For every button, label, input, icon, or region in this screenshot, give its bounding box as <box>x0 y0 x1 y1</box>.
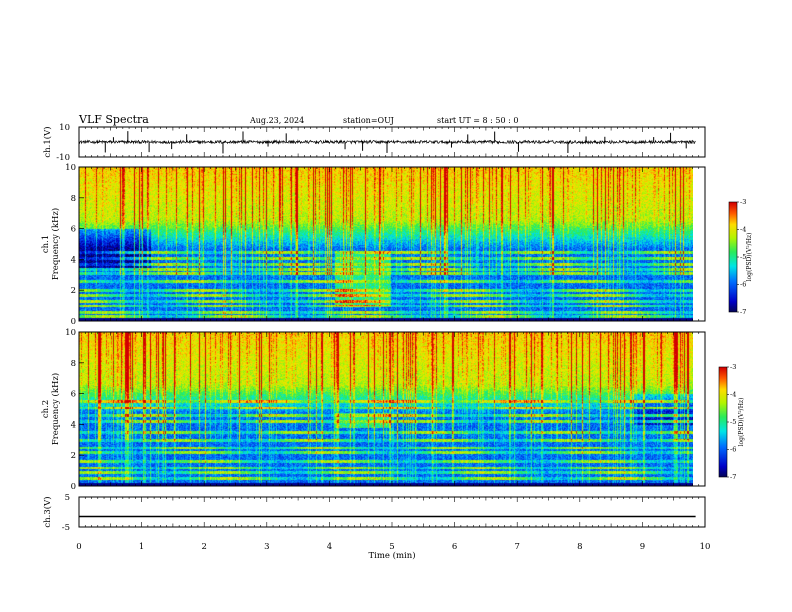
date-label: Aug.23, 2024 <box>249 116 304 125</box>
frame-minor-ticks <box>78 127 706 527</box>
figure-title: VLF Spectra <box>78 113 149 126</box>
ch1-spec-ytick-6: 6 <box>71 225 76 235</box>
time-tick-6: 6 <box>452 542 457 552</box>
ch2-spectrogram-ylabel-channel: ch.2 <box>41 400 51 418</box>
time-tick-4: 4 <box>327 542 332 552</box>
ch2-colorbar-gradient <box>719 367 727 477</box>
ch1-waveform-ylabel: ch.1(V) <box>42 126 53 157</box>
ch1-ytick-bottom: -10 <box>56 153 70 163</box>
ch2-spec-ytick-8: 8 <box>71 359 76 369</box>
time-tick-2: 2 <box>201 542 206 552</box>
ch2-cb-tick--6: -6 <box>730 446 736 454</box>
time-tick-8: 8 <box>577 542 582 552</box>
ch2-cb-tick--4: -4 <box>730 391 736 399</box>
ch1-spec-ytick-0: 0 <box>71 317 76 327</box>
time-tick-1: 1 <box>139 542 144 552</box>
ch2-spectrogram-image <box>79 332 693 486</box>
ch2-spec-ytick-6: 6 <box>71 390 76 400</box>
time-axis-label: Time (min) <box>368 550 415 561</box>
time-tick-7: 7 <box>514 542 519 552</box>
ch1-spectrogram-image <box>79 167 693 321</box>
ch2-cb-tick--5: -5 <box>730 418 736 426</box>
ch2-spectrogram-ylabel-frequency: Frequency (kHz) <box>50 373 61 445</box>
ch1-waveform-trace <box>78 139 696 145</box>
ch2-spectrogram-yticks: 0 2 4 6 8 10 <box>65 328 84 492</box>
ch2-cb-tick--7: -7 <box>730 473 736 481</box>
ch3-waveform-ylabel: ch.3(V) <box>42 496 53 527</box>
ch1-cb-tick--3: -3 <box>740 198 746 206</box>
ch2-spec-ytick-4: 4 <box>71 420 76 430</box>
ch1-colorbar-label: log(PSD)(V²/Hz) <box>746 233 753 282</box>
ch1-waveform-spikes <box>104 131 687 154</box>
ch1-colorbar-gradient <box>729 202 737 312</box>
ch1-spec-ytick-4: 4 <box>71 255 76 265</box>
time-tick-5: 5 <box>389 542 394 552</box>
start-time-label: start UT = 8 : 50 : 0 <box>437 116 518 125</box>
ch1-ytick-top: 10 <box>59 123 70 133</box>
ch3-ytick-bottom: -5 <box>62 523 70 533</box>
ch2-cb-tick--3: -3 <box>730 363 736 371</box>
ch1-cb-tick--5: -5 <box>740 253 746 261</box>
ch1-cb-tick--4: -4 <box>740 226 746 234</box>
ch3-ytick-top: 5 <box>65 493 70 503</box>
time-axis: 0 1 2 3 4 5 6 7 8 9 10 <box>76 542 710 552</box>
ch1-spec-ytick-10: 10 <box>65 163 76 173</box>
ch2-colorbar-label: log(PSD)(V²/Hz) <box>738 398 745 447</box>
ch2-spectrogram-panel: 0 2 4 6 8 10 ch.2 Frequency (kHz) <box>41 328 706 492</box>
ch1-spectrogram-ylabel-channel: ch.1 <box>41 235 51 253</box>
ch1-spec-ytick-8: 8 <box>71 194 76 204</box>
time-tick-0: 0 <box>76 542 81 552</box>
time-tick-10: 10 <box>700 542 711 552</box>
ch2-colorbar: -3 -4 -5 -6 -7 log(PSD)(V²/Hz) <box>718 363 745 481</box>
time-tick-3: 3 <box>264 542 269 552</box>
ch1-spectrogram-panel: 0 2 4 6 8 10 ch.1 Frequency (kHz) <box>41 163 706 327</box>
ch2-spec-ytick-0: 0 <box>71 482 76 492</box>
ch1-spectrogram-ylabel-frequency: Frequency (kHz) <box>50 208 61 280</box>
station-label: station=OUJ <box>343 116 394 125</box>
ch1-cb-tick--6: -6 <box>740 281 746 289</box>
time-tick-9: 9 <box>640 542 645 552</box>
ch1-spectrogram-yticks: 0 2 4 6 8 10 <box>65 163 84 327</box>
ch2-colorbar-ticks: -3 -4 -5 -6 -7 <box>727 363 736 481</box>
ch1-colorbar-ticks: -3 -4 -5 -6 -7 <box>737 198 746 316</box>
ch1-spec-ytick-2: 2 <box>71 286 76 296</box>
ch2-spec-ytick-2: 2 <box>71 451 76 461</box>
ch1-colorbar: -3 -4 -5 -6 -7 log(PSD)(V²/Hz) <box>728 198 753 316</box>
ch2-spec-ytick-10: 10 <box>65 328 76 338</box>
ch1-cb-tick--7: -7 <box>740 308 746 316</box>
